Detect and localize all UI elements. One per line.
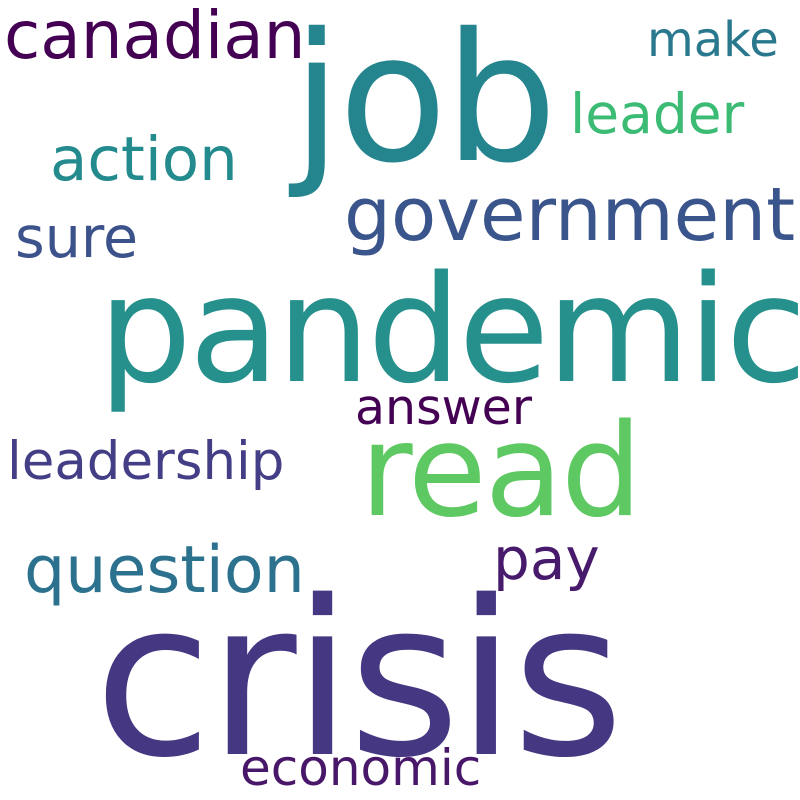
word-pandemic: pandemic bbox=[98, 244, 800, 416]
word-leadership: leadership bbox=[7, 431, 285, 492]
word-crisis: crisis bbox=[94, 554, 624, 800]
word-question: question bbox=[24, 533, 305, 608]
word-read: read bbox=[360, 397, 642, 546]
word-government: government bbox=[344, 172, 796, 258]
word-make: make bbox=[647, 12, 779, 68]
word-canadian: canadian bbox=[4, 0, 306, 74]
word-sure: sure bbox=[15, 205, 139, 271]
word-action: action bbox=[50, 124, 238, 195]
word-job: job bbox=[292, 0, 557, 202]
word-leader: leader bbox=[570, 82, 745, 146]
word-answer: answer bbox=[355, 379, 532, 436]
word-pay: pay bbox=[493, 525, 600, 593]
word-economic: economic bbox=[240, 739, 482, 797]
